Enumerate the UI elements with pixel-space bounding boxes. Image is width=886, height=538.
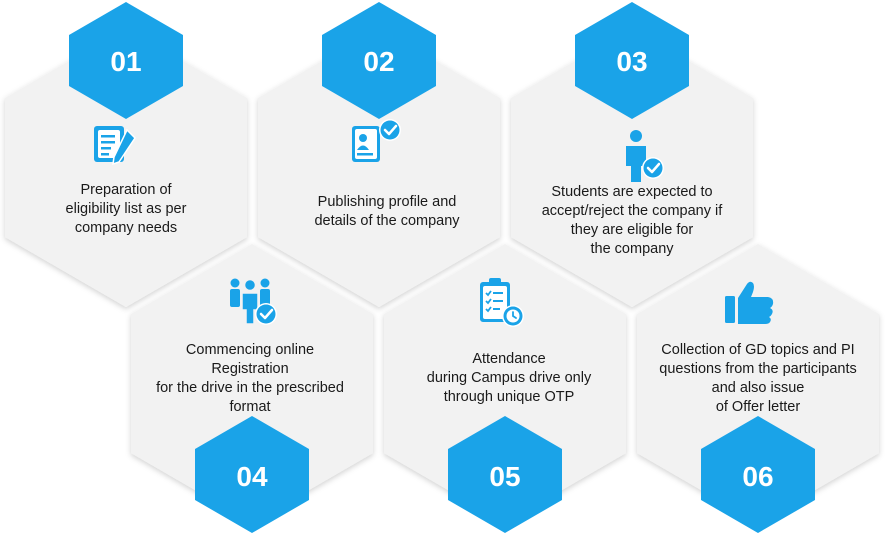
step-4-text: Commencing online Registration for the d… <box>150 341 350 417</box>
step-3-text: Students are expected to accept/reject t… <box>532 183 732 259</box>
step-5-number-badge <box>448 416 562 533</box>
step-2-line: details of the company <box>314 213 460 229</box>
step-3-number: 03 <box>616 46 647 77</box>
step-5-number: 05 <box>489 461 520 492</box>
group-check-icon <box>230 278 277 325</box>
step-1-text: Preparation of eligibility list as per c… <box>26 181 226 238</box>
step-5-line: during Campus drive only <box>426 370 592 386</box>
step-1-number: 01 <box>110 46 141 77</box>
step-3-line: the company <box>590 241 674 257</box>
step-6-line: and also issue <box>711 380 805 396</box>
step-6-line: questions from the participants <box>659 361 857 377</box>
number-badges <box>69 2 815 533</box>
step-4-line: Commencing online <box>185 342 315 358</box>
step-5-hexagon <box>384 244 626 523</box>
thumbs-up-icon <box>725 281 774 324</box>
step-1-hexagon <box>5 28 247 307</box>
step-5-line: Attendance <box>472 351 546 367</box>
step-6-line: Collection of GD topics and PI <box>661 342 855 358</box>
step-4-line: for the drive in the prescribed <box>156 380 344 396</box>
step-2-number: 02 <box>363 46 394 77</box>
step-6-text: Collection of GD topics and PI questions… <box>658 341 858 417</box>
step-1-line: Preparation of <box>80 182 172 198</box>
document-pen-icon <box>94 126 136 166</box>
step-4-number: 04 <box>236 461 268 492</box>
step-3-number-badge <box>575 2 689 119</box>
step-2-line: Publishing profile and <box>317 194 457 210</box>
step-4-number-badge <box>195 416 309 533</box>
step-5-line: through unique OTP <box>443 389 575 405</box>
step-4-line: Registration <box>211 361 289 377</box>
step-1-line: eligibility list as per <box>65 201 187 217</box>
step-2-text: Publishing profile and details of the co… <box>287 193 487 231</box>
step-6-line: of Offer letter <box>715 399 801 415</box>
step-3-line: they are eligible for <box>570 222 694 238</box>
step-6-number-badge <box>701 416 815 533</box>
step-1-line: company needs <box>74 220 178 236</box>
step-1-number-badge <box>69 2 183 119</box>
clipboard-clock-icon <box>480 278 524 327</box>
step-4-hexagon <box>131 244 373 523</box>
step-6-number: 06 <box>742 461 773 492</box>
person-check-icon <box>626 130 664 182</box>
step-2-number-badge <box>322 2 436 119</box>
step-5-text: Attendance during Campus drive only thro… <box>409 350 609 407</box>
profile-card-check-icon <box>352 119 401 162</box>
step-4-line: format <box>229 399 271 415</box>
step-6-hexagon <box>637 244 879 523</box>
step-hexagons <box>5 28 879 523</box>
step-3-line: accept/reject the company if <box>541 203 723 219</box>
step-3-line: Students are expected to <box>551 184 713 200</box>
step-2-hexagon <box>258 28 500 307</box>
